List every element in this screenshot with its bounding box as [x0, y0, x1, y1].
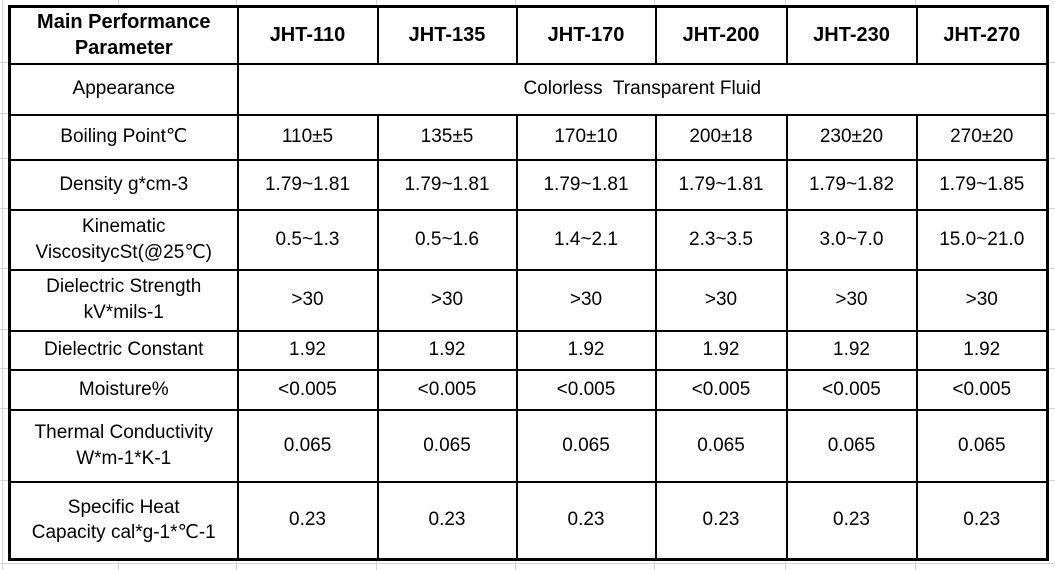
row-label-moisture: Moisture%	[8, 368, 239, 411]
gridline-horizontal	[0, 563, 1055, 564]
value-cell: 0.065	[515, 408, 657, 483]
value-cell: 1.79~1.81	[236, 158, 379, 211]
row-label-density: Density g*cm-3	[8, 158, 239, 211]
row-label-dielectric-strength: Dielectric Strength kV*mils-1	[8, 268, 239, 332]
value-cell: 270±20	[915, 113, 1049, 161]
row-label-boiling-point: Boiling Point℃	[8, 113, 239, 161]
value-cell: 230±20	[785, 113, 918, 161]
value-cell: 0.23	[654, 480, 788, 561]
value-cell: 0.065	[915, 408, 1049, 483]
value-cell: 170±10	[515, 113, 657, 161]
value-cell: >30	[376, 268, 518, 332]
appearance-value-cell: Colorless Transparent Fluid	[236, 62, 1049, 116]
table-row-dielectric-constant: Dielectric Constant 1.92 1.92 1.92 1.92 …	[8, 329, 1049, 371]
gridline-vertical	[2, 0, 3, 570]
table-row-dielectric-strength: Dielectric Strength kV*mils-1 >30 >30 >3…	[8, 268, 1049, 332]
value-cell: >30	[915, 268, 1049, 332]
value-cell: 0.23	[915, 480, 1049, 561]
performance-parameter-table: Main Performance Parameter JHT-110 JHT-1…	[8, 5, 1049, 561]
column-header-jht-110: JHT-110	[236, 5, 379, 65]
value-cell: >30	[785, 268, 918, 332]
value-cell: <0.005	[785, 368, 918, 411]
value-cell: 1.79~1.81	[515, 158, 657, 211]
value-cell: 1.92	[236, 329, 379, 371]
value-cell: 1.92	[915, 329, 1049, 371]
value-cell: 0.23	[236, 480, 379, 561]
value-cell: 110±5	[236, 113, 379, 161]
value-cell: 1.92	[376, 329, 518, 371]
value-cell: >30	[515, 268, 657, 332]
table-row-thermal-conductivity: Thermal Conductivity W*m-1*K-1 0.065 0.0…	[8, 408, 1049, 483]
value-cell: >30	[654, 268, 788, 332]
value-cell: 1.79~1.81	[376, 158, 518, 211]
value-cell: 3.0~7.0	[785, 208, 918, 271]
value-cell: <0.005	[654, 368, 788, 411]
value-cell: 0.23	[515, 480, 657, 561]
value-cell: 2.3~3.5	[654, 208, 788, 271]
row-label-thermal-conductivity: Thermal Conductivity W*m-1*K-1	[8, 408, 239, 483]
value-cell: 0.065	[785, 408, 918, 483]
value-cell: 0.5~1.6	[376, 208, 518, 271]
table-row-appearance: Appearance Colorless Transparent Fluid	[8, 62, 1049, 116]
table-row-moisture: Moisture% <0.005 <0.005 <0.005 <0.005 <0…	[8, 368, 1049, 411]
value-cell: 0.065	[236, 408, 379, 483]
value-cell: 135±5	[376, 113, 518, 161]
row-label-dielectric-constant: Dielectric Constant	[8, 329, 239, 371]
value-cell: 0.23	[785, 480, 918, 561]
value-cell: <0.005	[515, 368, 657, 411]
table-row-kinematic-viscosity: Kinematic ViscositycSt(@25℃) 0.5~1.3 0.5…	[8, 208, 1049, 271]
table-row-boiling-point: Boiling Point℃ 110±5 135±5 170±10 200±18…	[8, 113, 1049, 161]
column-header-jht-270: JHT-270	[915, 5, 1049, 65]
value-cell: 1.4~2.1	[515, 208, 657, 271]
row-label-kinematic-viscosity: Kinematic ViscositycSt(@25℃)	[8, 208, 239, 271]
table-row-density: Density g*cm-3 1.79~1.81 1.79~1.81 1.79~…	[8, 158, 1049, 211]
value-cell: 0.23	[376, 480, 518, 561]
value-cell: 1.79~1.82	[785, 158, 918, 211]
corner-header-cell: Main Performance Parameter	[8, 5, 239, 65]
column-header-jht-135: JHT-135	[376, 5, 518, 65]
column-header-jht-200: JHT-200	[654, 5, 788, 65]
value-cell: <0.005	[236, 368, 379, 411]
value-cell: <0.005	[915, 368, 1049, 411]
header-row: Main Performance Parameter JHT-110 JHT-1…	[8, 5, 1049, 65]
column-header-jht-230: JHT-230	[785, 5, 918, 65]
value-cell: 1.79~1.81	[654, 158, 788, 211]
value-cell: 1.92	[785, 329, 918, 371]
value-cell: 0.5~1.3	[236, 208, 379, 271]
column-header-jht-170: JHT-170	[515, 5, 657, 65]
row-label-specific-heat: Specific Heat Capacity cal*g-1*℃-1	[8, 480, 239, 561]
table-row-specific-heat: Specific Heat Capacity cal*g-1*℃-1 0.23 …	[8, 480, 1049, 561]
value-cell: 1.92	[515, 329, 657, 371]
value-cell: <0.005	[376, 368, 518, 411]
value-cell: 0.065	[654, 408, 788, 483]
value-cell: 200±18	[654, 113, 788, 161]
row-label-appearance: Appearance	[8, 62, 239, 116]
value-cell: 1.92	[654, 329, 788, 371]
value-cell: 0.065	[376, 408, 518, 483]
value-cell: 15.0~21.0	[915, 208, 1049, 271]
value-cell: >30	[236, 268, 379, 332]
value-cell: 1.79~1.85	[915, 158, 1049, 211]
